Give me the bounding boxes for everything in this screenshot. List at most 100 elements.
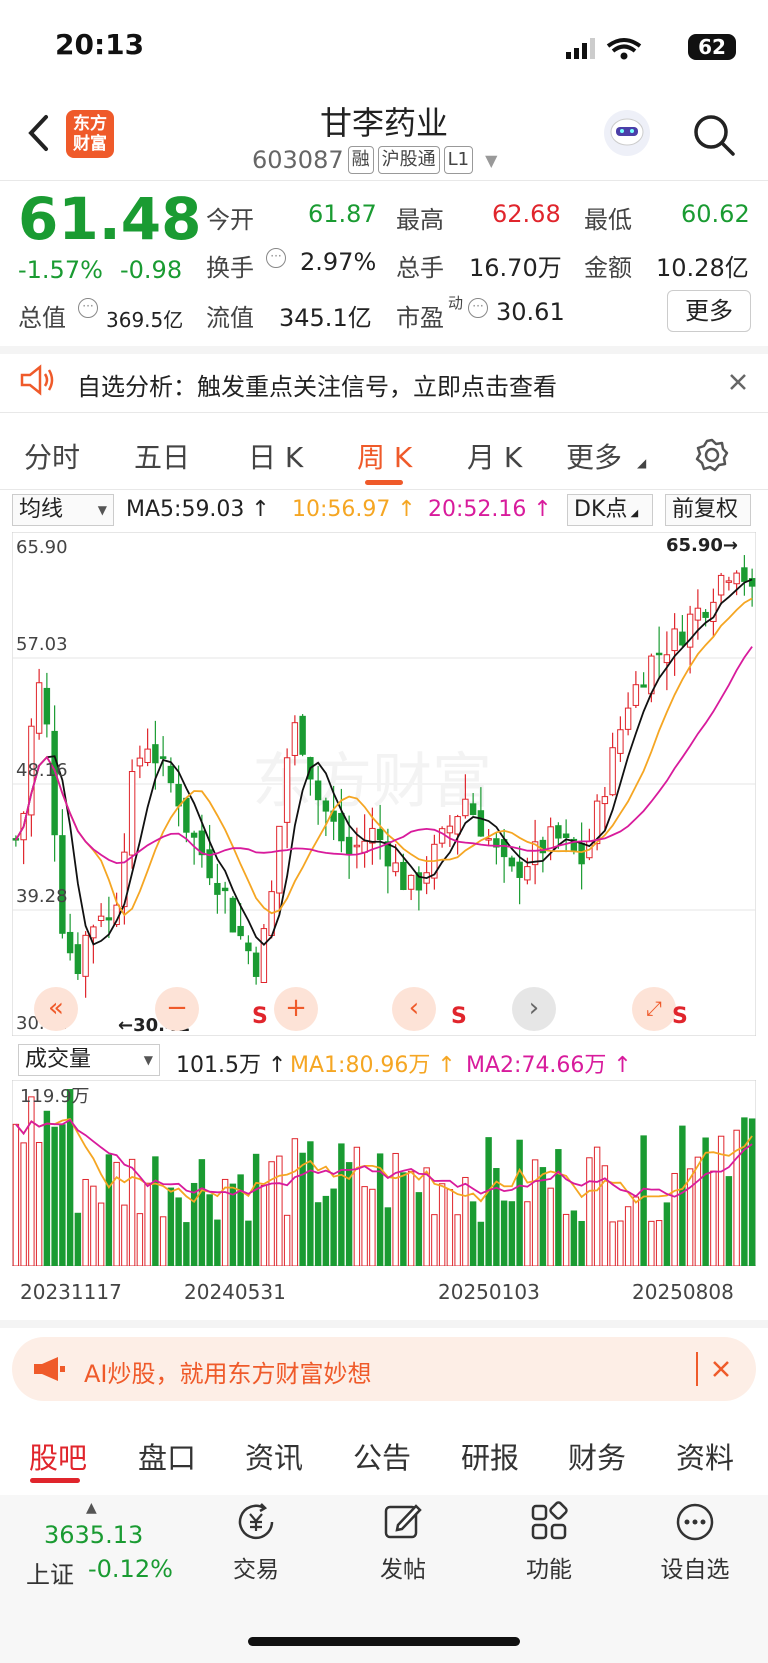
more-button[interactable]: 更多 [667, 290, 751, 332]
volume-bar [516, 1139, 523, 1266]
candle-body [454, 816, 461, 835]
volume-bar [167, 1187, 175, 1266]
info-icon[interactable]: ··· [266, 248, 286, 268]
candle-body [252, 952, 260, 977]
volume-bar [237, 1174, 244, 1266]
tab-five-day[interactable]: 五日 [134, 441, 191, 474]
index-name[interactable]: 上证 [26, 1561, 74, 1589]
candle-body [345, 836, 353, 855]
candle-body [105, 917, 113, 921]
adjust-select[interactable]: 前复权 [665, 494, 751, 526]
candle-body [338, 812, 345, 842]
volume-bar [524, 1201, 531, 1266]
volume-bar [314, 1202, 322, 1266]
mktcap-label: 总值 [18, 304, 66, 332]
candle-body [144, 748, 151, 763]
robot-avatar-icon[interactable] [604, 110, 650, 156]
fullscreen-icon[interactable]: ⤢ [632, 987, 676, 1031]
volume-bar [121, 1204, 128, 1266]
dk-point-select[interactable]: DK点 ◢ [567, 494, 653, 526]
signal-wifi-icons [566, 38, 642, 60]
tab-research[interactable]: 研报 [461, 1441, 520, 1475]
banner-text[interactable]: AI炒股，就用东方财富妙想 [84, 1360, 372, 1388]
index-value[interactable]: 3635.13 [44, 1521, 144, 1549]
tab-finance[interactable]: 财务 [568, 1441, 627, 1475]
nav-functions[interactable]: 功能 [494, 1500, 604, 1584]
zoom-out-icon[interactable]: − [155, 987, 199, 1031]
notice-text[interactable]: 自选分析：触发重点关注信号，立即点击查看 [77, 373, 557, 401]
nav-add-watchlist[interactable]: 设自选 [640, 1500, 750, 1584]
volume-bar [221, 1178, 229, 1266]
tab-intraday[interactable]: 分时 [24, 441, 81, 474]
nav-post[interactable]: 发帖 [348, 1500, 458, 1584]
bottom-nav [0, 1495, 768, 1663]
banner-close-icon[interactable] [712, 1360, 730, 1378]
rewind-icon[interactable]: « [34, 987, 78, 1031]
kline-chart[interactable]: 东方财富 [12, 532, 756, 1036]
watermark-logo: 东方财富 [252, 747, 492, 817]
volume-bar [423, 1167, 430, 1266]
volume-bar [369, 1188, 376, 1266]
candle-body [66, 931, 74, 954]
candle-body [624, 707, 632, 730]
ma20-line [15, 646, 753, 865]
back-icon[interactable] [26, 114, 50, 152]
zoom-in-icon[interactable]: + [274, 987, 318, 1031]
tab-weekly-k[interactable]: 周 K [357, 441, 413, 474]
tab-more[interactable]: 更多 [566, 441, 623, 474]
close-icon[interactable] [728, 372, 748, 392]
margin-tag: 融 [347, 146, 374, 174]
tab-guba[interactable]: 股吧 [29, 1441, 88, 1475]
search-icon[interactable] [692, 113, 736, 157]
x-date-3: 20250103 [438, 1280, 540, 1304]
scroll-left-icon[interactable]: ‹ [392, 987, 436, 1031]
volume-bar [113, 1161, 120, 1266]
candle-body [276, 825, 283, 894]
tab-profile[interactable]: 资料 [676, 1441, 735, 1475]
ai-banner[interactable] [12, 1337, 756, 1401]
nav-trade[interactable]: 交易 [201, 1500, 311, 1584]
tab-daily-k[interactable]: 日 K [248, 441, 304, 474]
bottom-tab-indicator [30, 1478, 80, 1483]
candle-body [283, 757, 291, 823]
volume-chart[interactable] [12, 1080, 756, 1266]
volume-bar [198, 1159, 206, 1266]
volume-bar [66, 1089, 74, 1266]
info-icon[interactable]: ··· [78, 298, 98, 318]
scroll-right-icon[interactable]: › [512, 987, 556, 1031]
candle-body [593, 800, 601, 845]
candle-body [82, 934, 89, 977]
tab-handicap[interactable]: 盘口 [138, 1441, 197, 1475]
volume-bar [578, 1220, 585, 1266]
candle-body [376, 828, 384, 841]
candle-body [508, 857, 516, 867]
candle-body [369, 827, 376, 844]
x-date-1: 20231117 [20, 1280, 122, 1304]
tab-announcements[interactable]: 公告 [353, 1441, 412, 1475]
volume-bar [725, 1176, 733, 1266]
tab-monthly-k[interactable]: 月 K [467, 441, 523, 474]
volume-bar [330, 1188, 337, 1266]
volume-bar [338, 1143, 345, 1266]
volume-bar [12, 1123, 20, 1266]
index-change[interactable]: -0.12% [88, 1555, 173, 1583]
volume-bar [291, 1138, 299, 1266]
volume-bar [407, 1170, 415, 1266]
candle-body [407, 874, 415, 890]
candle-body [221, 887, 229, 892]
tab-news[interactable]: 资讯 [245, 1441, 304, 1475]
volume-indicator-select[interactable]: 成交量 ▼ [18, 1044, 160, 1076]
candle-body [183, 797, 190, 833]
info-icon[interactable]: ··· [468, 298, 488, 318]
candle-body [462, 798, 469, 817]
ma-indicator-select[interactable]: 均线 ▼ [12, 494, 114, 526]
float-value: 345.1亿 [279, 304, 372, 332]
candle-body [632, 684, 640, 706]
volume-bar [384, 1207, 392, 1266]
volume-bar [97, 1202, 105, 1266]
stock-code-row[interactable]: 603087 融 沪股通 L1 ▼ [252, 146, 497, 174]
candle-body [97, 915, 105, 922]
volume-ma5-line [15, 1118, 753, 1204]
volume-label: 总手 [396, 254, 444, 282]
settings-gear-icon[interactable] [694, 437, 730, 473]
